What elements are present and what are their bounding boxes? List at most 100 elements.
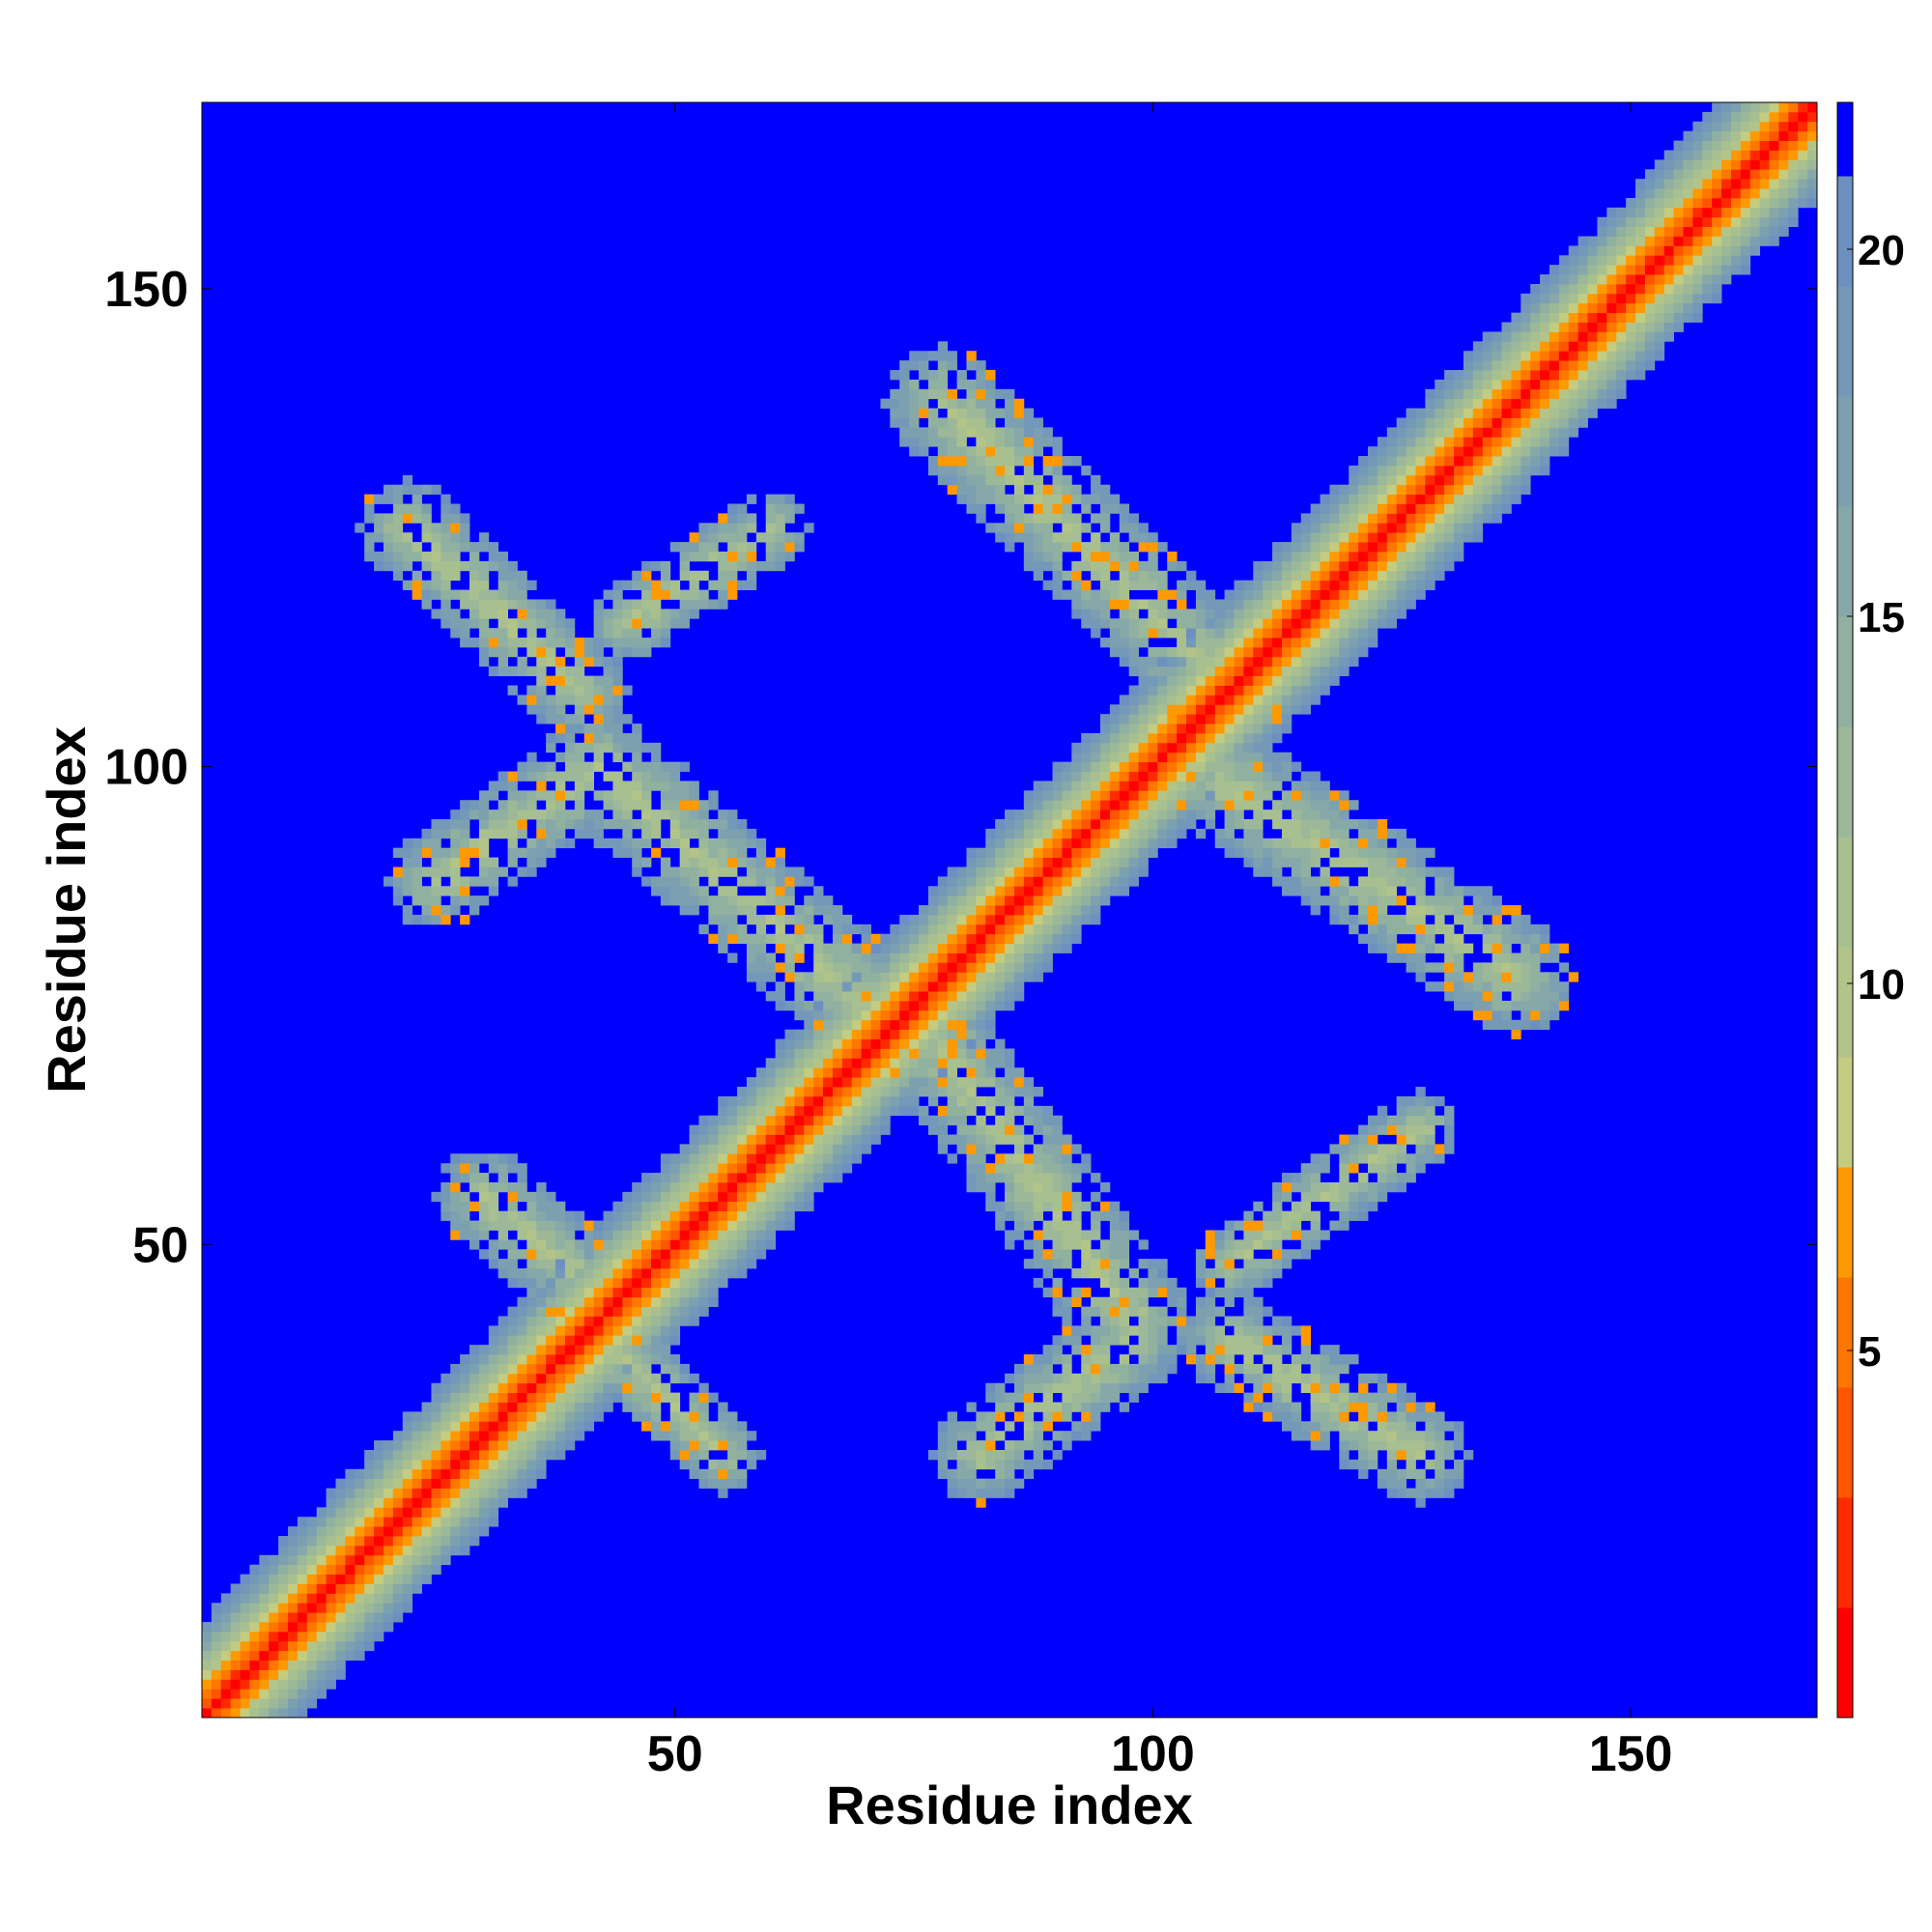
heatmap-cell — [669, 1392, 681, 1403]
heatmap-cell — [1358, 523, 1369, 533]
heatmap-cell — [956, 981, 967, 992]
heatmap-cell — [555, 819, 566, 830]
heatmap-cell — [1148, 675, 1158, 686]
heatmap-cell — [526, 1345, 537, 1355]
heatmap-cell — [784, 1173, 795, 1183]
heatmap-cell — [278, 1660, 289, 1670]
heatmap-cell — [326, 1622, 336, 1633]
heatmap-cell — [1329, 560, 1340, 572]
heatmap-cell — [1099, 790, 1111, 801]
heatmap-cell — [804, 1038, 814, 1049]
heatmap-cell — [469, 905, 480, 916]
heatmap-cell — [1300, 771, 1312, 781]
heatmap-cell — [288, 1640, 298, 1652]
heatmap-cell — [1033, 1105, 1044, 1117]
heatmap-cell — [880, 1067, 891, 1078]
heatmap-cell — [460, 1354, 470, 1365]
heatmap-cell — [1052, 1373, 1063, 1384]
heatmap-cell — [899, 1038, 910, 1049]
heatmap-cell — [1177, 771, 1187, 781]
heatmap-cell — [526, 857, 537, 867]
heatmap-cell — [1005, 952, 1015, 963]
heatmap-cell — [679, 1459, 690, 1470]
heatmap-cell — [1320, 781, 1330, 791]
heatmap-cell — [909, 914, 920, 925]
heatmap-cell — [804, 1115, 814, 1125]
heatmap-cell — [890, 388, 900, 400]
heatmap-cell — [1052, 867, 1063, 877]
heatmap-cell — [478, 580, 490, 590]
heatmap-cell — [1358, 494, 1369, 504]
heatmap-cell — [220, 1640, 232, 1652]
heatmap-cell — [488, 646, 499, 658]
heatmap-cell — [1091, 1392, 1101, 1403]
heatmap-cell — [919, 914, 929, 925]
heatmap-cell — [288, 1536, 298, 1547]
heatmap-cell — [669, 771, 681, 781]
heatmap-cell — [1081, 1306, 1092, 1317]
heatmap-cell — [1081, 1268, 1092, 1279]
heatmap-cell — [746, 1173, 757, 1183]
heatmap-cell — [669, 819, 681, 830]
heatmap-cell — [976, 503, 986, 514]
heatmap-cell — [746, 560, 757, 572]
heatmap-cell — [507, 685, 518, 696]
heatmap-cell — [1177, 646, 1187, 658]
heatmap-cell — [546, 1287, 556, 1298]
heatmap-cell — [765, 542, 777, 553]
heatmap-cell — [1195, 685, 1207, 696]
heatmap-cell — [784, 1058, 795, 1068]
heatmap-cell — [1071, 761, 1082, 772]
heatmap-cell — [546, 1306, 556, 1317]
heatmap-cell — [383, 1526, 394, 1537]
heatmap-cell — [1023, 1163, 1035, 1174]
heatmap-cell — [746, 570, 757, 582]
heatmap-cell — [937, 991, 949, 1002]
heatmap-cell — [507, 1478, 518, 1489]
heatmap-cell — [392, 1583, 404, 1594]
heatmap-cell — [603, 1239, 613, 1250]
heatmap-cell — [412, 1517, 422, 1527]
heatmap-cell — [583, 675, 595, 686]
heatmap-cell — [1272, 646, 1283, 658]
heatmap-cell — [966, 1105, 977, 1117]
heatmap-cell — [851, 1144, 863, 1154]
heatmap-cell — [1081, 828, 1092, 839]
heatmap-cell — [851, 1153, 863, 1164]
heatmap-cell — [574, 1392, 585, 1403]
heatmap-cell — [679, 1449, 690, 1461]
heatmap-cell — [804, 1067, 814, 1078]
heatmap-cell — [813, 972, 824, 982]
heatmap-cell — [1109, 503, 1121, 514]
heatmap-cell — [469, 1449, 480, 1461]
heatmap-cell — [746, 1105, 757, 1117]
heatmap-cell — [1310, 810, 1321, 820]
heatmap-cell — [612, 1230, 623, 1240]
heatmap-cell — [890, 1009, 900, 1021]
heatmap-cell — [1071, 1431, 1082, 1441]
heatmap-cell — [679, 1191, 690, 1203]
heatmap-cell — [1263, 838, 1273, 849]
heatmap-cell — [450, 1163, 461, 1174]
heatmap-cell — [956, 437, 967, 447]
heatmap-cell — [727, 867, 738, 877]
heatmap-cell — [1320, 1163, 1330, 1174]
heatmap-cell — [1358, 560, 1369, 572]
heatmap-cell — [985, 1163, 996, 1174]
heatmap-cell — [976, 923, 986, 935]
heatmap-cell — [1033, 523, 1044, 533]
heatmap-cell — [488, 1468, 499, 1480]
heatmap-cell — [966, 1019, 977, 1031]
heatmap-cell — [603, 618, 613, 629]
heatmap-cell — [1291, 523, 1302, 533]
heatmap-cell — [450, 1220, 461, 1231]
heatmap-cell — [1042, 790, 1053, 801]
heatmap-cell — [660, 618, 671, 629]
heatmap-cell — [679, 1230, 690, 1240]
heatmap-cell — [421, 599, 432, 610]
heatmap-cell — [718, 886, 728, 896]
heatmap-cell — [412, 589, 422, 600]
heatmap-cell — [966, 952, 977, 963]
heatmap-cell — [1033, 867, 1044, 877]
heatmap-cell — [727, 847, 738, 858]
